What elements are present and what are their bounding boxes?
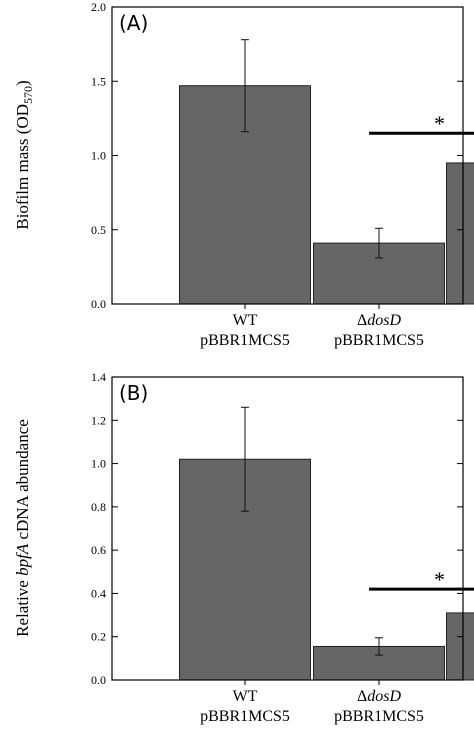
y-tick-label: 0.0: [91, 297, 106, 311]
panel-label: (B): [119, 381, 148, 405]
panel-label: (A): [119, 11, 148, 35]
y-tick-label: 2.0: [91, 0, 106, 14]
x-tick-label: WT: [233, 688, 258, 705]
y-axis-label: Biofilm mass (OD570): [13, 80, 35, 229]
y-tick-label: 1.0: [91, 149, 106, 163]
panel-b: 0.0 0.2 0.4 0.6 0.8 1.0 1.2 1.4 WT pBBR1MCS5 ΔdosD…: [13, 370, 474, 725]
bar: [446, 612, 474, 681]
y-tick-label: 0.0: [91, 673, 106, 687]
y-tick-label: 1.5: [91, 74, 106, 88]
y-tick-label: 0.2: [91, 630, 106, 644]
y-tick-label: 0.4: [91, 586, 106, 600]
y-tick-label: 0.8: [91, 500, 106, 514]
x-tick-label-line2: pBBR1MCS5: [334, 708, 424, 725]
x-tick-label: WT: [233, 312, 258, 329]
x-tick-label-line2: pBBR1MCS5: [200, 332, 290, 349]
significance-star: *: [434, 567, 445, 592]
x-tick-label-line2: pBBR1MCS5: [334, 332, 424, 349]
y-tick-label: 1.4: [91, 370, 106, 384]
x-tick-label: ΔdosD: [357, 688, 402, 705]
y-tick-label: 1.0: [91, 457, 106, 471]
x-tick-label-line2: pBBR1MCS5: [200, 708, 290, 725]
plot-frame: [111, 376, 464, 681]
panel-a: 0.0 0.5 1.0 1.5 2.0 WT pBBR1MCS5 ΔdosD pBBR1MCS5…: [13, 0, 474, 349]
y-axis-label: Relative bpfA cDNA abundance: [13, 419, 32, 637]
significance-star: *: [434, 111, 445, 136]
y-tick-label: 0.6: [91, 543, 106, 557]
x-tick-label: ΔdosD: [357, 312, 402, 329]
bar: [446, 162, 474, 305]
y-tick-label: 1.2: [91, 413, 106, 427]
y-tick-label: 0.5: [91, 223, 106, 237]
